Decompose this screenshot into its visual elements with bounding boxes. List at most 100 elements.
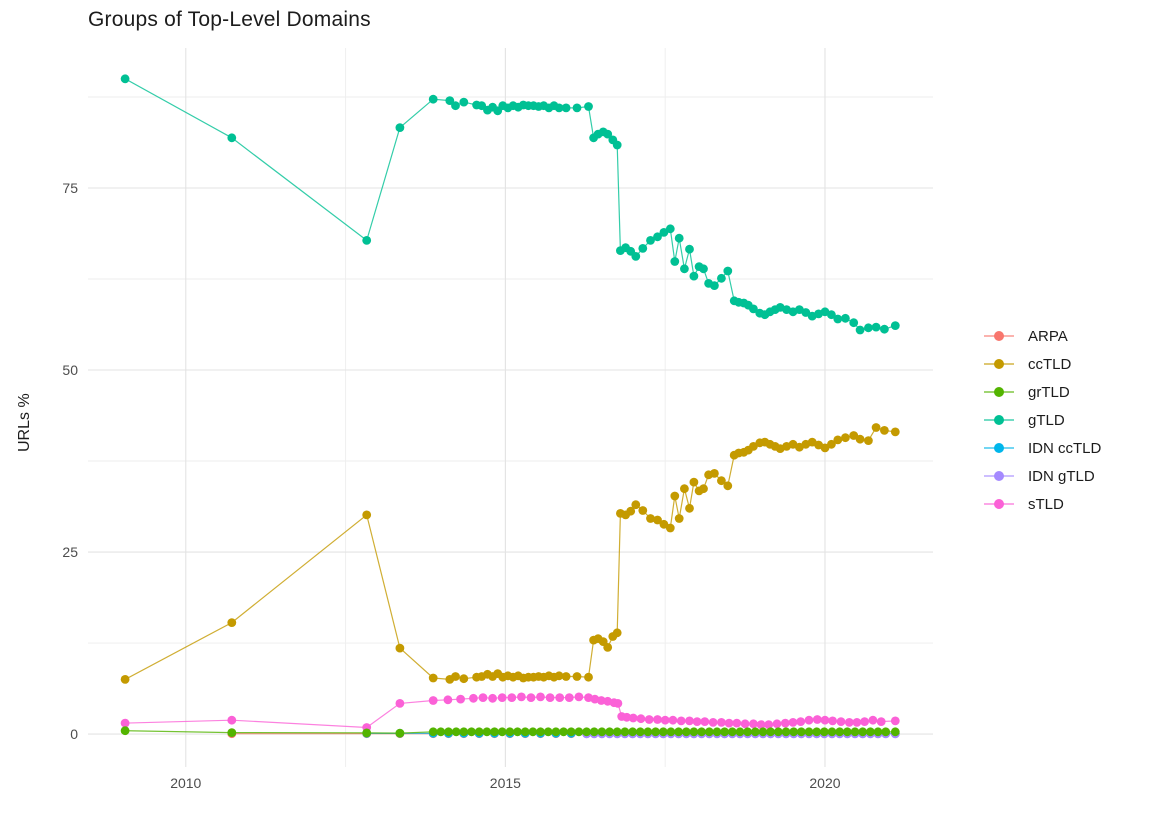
data-point [528,727,538,737]
data-point [756,720,766,729]
data-point [536,727,545,737]
data-point [362,728,372,738]
data-point [700,717,710,726]
data-point [651,727,660,737]
data-point [638,506,648,515]
data-point [796,717,806,726]
data-point [584,102,593,111]
data-point [428,727,438,737]
data-point [842,727,852,737]
y-tick-label: 25 [62,544,78,560]
data-point [717,476,726,486]
data-point [636,714,646,724]
data-point [646,236,655,245]
y-tick-label: 0 [70,726,78,742]
data-point [603,643,613,652]
data-point [644,715,654,724]
data-point [758,727,768,737]
legend-item-grTLD: grTLD [982,378,1101,406]
legend-label: ccTLD [1028,355,1072,373]
data-point [841,313,850,323]
series-sTLD [120,692,900,732]
data-point [665,523,675,533]
data-point [227,715,237,725]
data-point [668,715,678,725]
data-point [789,727,799,737]
data-point [681,727,691,737]
data-point [653,232,662,242]
data-point [603,129,613,139]
data-point [855,434,865,444]
data-point [890,716,900,726]
data-point [497,727,507,737]
data-point [880,426,889,435]
data-point [873,727,883,737]
data-point [827,439,836,449]
data-point [801,308,811,317]
data-point [444,727,453,737]
data-point [881,727,891,737]
data-point [712,727,722,737]
data-point [827,310,836,320]
data-point [680,264,689,274]
data-point [674,514,684,523]
data-point [584,672,593,682]
data-point [612,140,622,150]
data-point [850,727,860,737]
data-point [833,435,843,445]
data-point [820,443,830,453]
data-point [395,728,405,738]
data-point [490,727,499,737]
data-point [582,727,591,737]
data-point [554,103,564,113]
data-point [723,266,733,276]
chart-title: Groups of Top-Level Domains [88,8,371,31]
data-point [467,727,476,737]
data-point [732,718,742,728]
data-point [653,715,662,724]
data-point [659,228,669,237]
legend-key-icon [984,499,1014,509]
data-point [572,672,582,681]
data-point [890,727,900,737]
data-point [860,717,869,726]
data-point [120,718,130,728]
data-point [804,715,814,725]
data-point [643,727,653,737]
data-point [474,727,484,737]
data-point [766,727,775,737]
y-tick-label: 50 [62,362,78,378]
data-point [674,727,683,737]
legend-key-icon [984,387,1014,397]
data-point [628,727,637,737]
legend-label: sTLD [1028,495,1064,513]
legend-key-dot [994,331,1004,341]
data-point [750,727,760,737]
data-point [436,727,446,737]
data-point [812,715,822,724]
legend-label: IDN gTLD [1028,467,1095,485]
data-point [880,324,889,334]
data-point [735,727,745,737]
data-point [710,469,719,478]
data-point [710,281,719,290]
data-point [871,322,881,332]
data-point [796,727,806,737]
data-point [708,718,718,727]
data-point [855,325,865,335]
data-point [699,484,708,494]
data-point [459,97,469,107]
data-point [660,715,670,725]
legend-item-gTLD: gTLD [982,406,1101,434]
data-point [780,718,790,728]
data-point [443,695,453,705]
data-point [395,123,405,132]
legend-item-IDN-ccTLD: IDN ccTLD [982,434,1101,462]
data-point [871,423,881,432]
data-point [665,224,675,234]
data-point [685,244,694,254]
data-point [653,515,662,525]
data-point [697,727,706,737]
data-point [890,427,900,437]
